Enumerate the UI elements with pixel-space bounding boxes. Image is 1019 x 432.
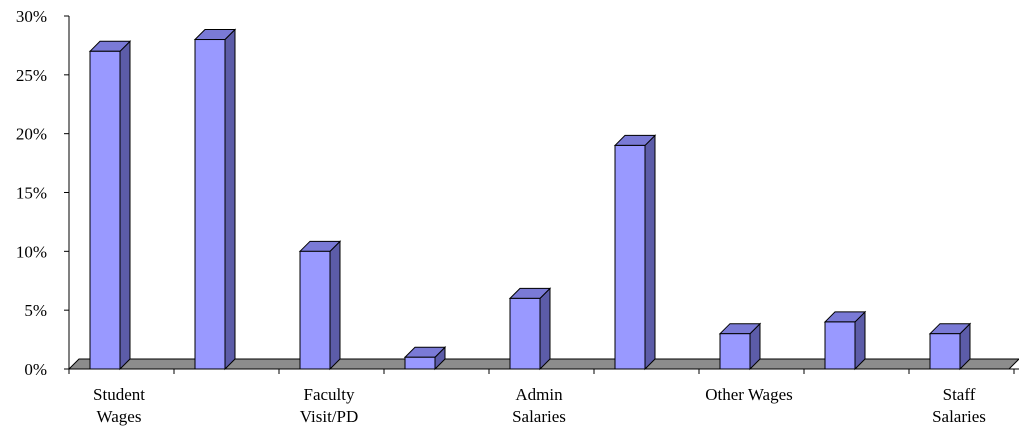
y-tick-label: 30%	[16, 7, 47, 26]
x-category-label-line: Admin	[515, 385, 563, 404]
bar-front-face	[194, 39, 226, 370]
bar-side-face	[539, 287, 551, 371]
x-category-label-line: Salaries	[512, 407, 566, 426]
x-category-label-line: Wages	[97, 407, 142, 426]
x-category-label-line: Other Wages	[705, 385, 793, 404]
bar	[718, 322, 762, 371]
x-category-label: Other Wages	[705, 385, 793, 404]
bar	[613, 134, 657, 371]
bar-front-face	[929, 333, 961, 370]
x-category-label: Faculty Visit/PD	[300, 385, 359, 426]
bar-side-face	[224, 28, 236, 371]
bar-front-face	[509, 297, 541, 370]
bar-front-face	[824, 321, 856, 370]
bar	[88, 40, 132, 371]
bar-front-face	[404, 356, 436, 370]
y-tick-label: 25%	[16, 66, 47, 85]
bar-side-face	[644, 134, 656, 371]
bar-front-face	[89, 50, 121, 370]
y-tick-label: 5%	[24, 301, 47, 320]
bar	[403, 346, 447, 371]
labels-layer: 0% 5% 10% 15% 20% 25% 30% Student Wages Faculty Vi…	[16, 7, 986, 426]
bar-front-face	[719, 333, 751, 370]
axis-layer	[64, 15, 1019, 374]
bar-side-face	[119, 40, 131, 371]
bar-front-face	[614, 144, 646, 370]
x-category-label-line: Staff	[943, 385, 976, 404]
x-category-label: Student Wages	[93, 385, 145, 426]
x-category-label: Staff Salaries	[932, 385, 986, 426]
x-category-label-line: Student	[93, 385, 145, 404]
y-tick-label: 10%	[16, 242, 47, 261]
x-category-label-line: Faculty	[304, 385, 355, 404]
bar	[193, 28, 237, 371]
y-tick-label: 15%	[16, 184, 47, 203]
bar	[823, 310, 867, 371]
y-tick-label: 20%	[16, 125, 47, 144]
x-category-label: Admin Salaries	[512, 385, 566, 426]
x-category-label-line: Visit/PD	[300, 407, 359, 426]
bar-side-face	[329, 240, 341, 371]
x-category-label-line: Salaries	[932, 407, 986, 426]
bar-front-face	[299, 250, 331, 370]
bars-layer	[88, 28, 972, 371]
bar	[928, 322, 972, 371]
y-tick-label: 0%	[24, 360, 47, 379]
bar	[298, 240, 342, 371]
bar	[508, 287, 552, 371]
